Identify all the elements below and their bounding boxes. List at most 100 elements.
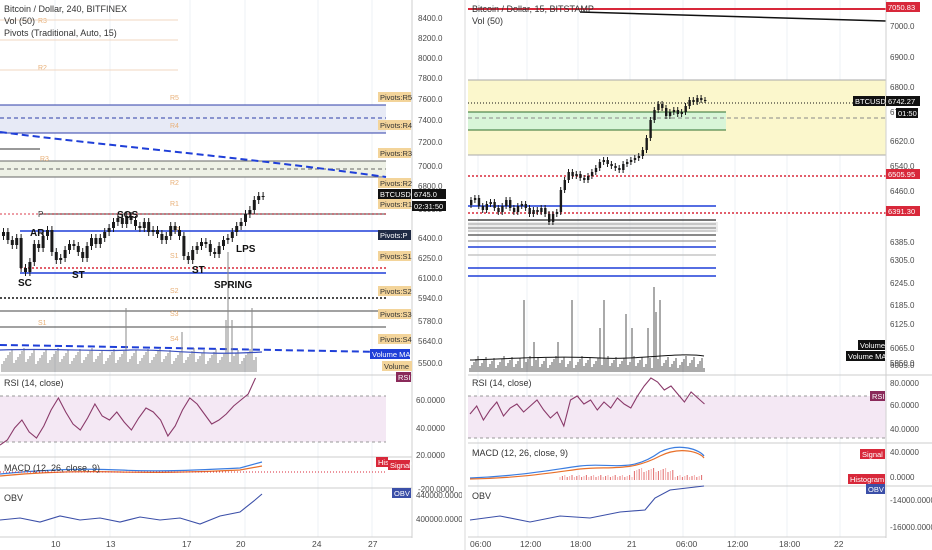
- left-time-tick-0: 10: [51, 539, 61, 549]
- left-candle-body: [19, 238, 23, 268]
- right-candle-body: [540, 208, 543, 212]
- left-rsi-tick-2: 20.0000: [416, 451, 445, 460]
- right-resistance-tag-bg: [886, 2, 920, 12]
- left-candle-body: [59, 258, 63, 260]
- right-candle-body: [481, 206, 485, 210]
- right-candle-body: [684, 106, 687, 112]
- right-candle-body: [700, 98, 703, 100]
- left-macd-main: [0, 461, 263, 475]
- right-volume-tag-bg: [858, 340, 885, 350]
- left-pivot-tag-5: Pivots:P: [380, 231, 408, 240]
- left-macd-label[interactable]: MACD (12, 26, close, 9): [4, 463, 100, 473]
- left-candle-body: [24, 268, 27, 272]
- left-candle-body: [239, 222, 243, 226]
- right-rsi-label[interactable]: RSI (14, close): [472, 378, 532, 388]
- left-faint-level-8: S1: [170, 253, 179, 260]
- left-macd-tick-0: -200.0000: [418, 485, 455, 494]
- left-countdown-tag: 02:31:50: [414, 202, 443, 211]
- left-candle-body: [200, 242, 203, 246]
- left-candle-body: [248, 210, 252, 214]
- left-faint-level-4: R3: [40, 156, 49, 163]
- right-candle-body: [622, 164, 625, 170]
- right-downtrend-line: [579, 11, 887, 22]
- right-volume-ma-tag-bg: [846, 351, 885, 361]
- left-candle-body: [226, 238, 230, 240]
- left-candle-body: [217, 246, 221, 254]
- right-macd-tick-0: 40.0000: [890, 448, 919, 457]
- right-chart-pane[interactable]: Bitcoin / Dollar, 15, BITSTAMP Vol (50) …: [468, 0, 932, 549]
- right-rsi-tag-bg: [870, 391, 885, 401]
- right-obv-label[interactable]: OBV: [472, 491, 491, 501]
- left-candle-body: [252, 200, 256, 210]
- left-price-tick-6: 7200.0: [418, 138, 443, 147]
- left-price-tick-13: 5940.0: [418, 294, 443, 303]
- left-candles: [2, 192, 265, 276]
- left-last-price-tag: 6745.0: [414, 190, 437, 199]
- left-candle-body: [204, 242, 208, 244]
- right-obv-tick-1: -16000.0000: [890, 523, 932, 532]
- right-macd-tick-1: 0.0000: [890, 473, 915, 482]
- left-pivot-tags: Pivots:R5 Pivots:R4 Pivots:R3 Pivots:R2 Pivo…: [370, 92, 463, 524]
- left-candle-body: [151, 230, 155, 232]
- left-price-tick-1: 8200.0: [418, 34, 443, 43]
- left-pivots-indicator-label[interactable]: Pivots (Traditional, Auto, 15): [4, 28, 117, 38]
- left-price-tick-8: 6800.0: [418, 182, 443, 191]
- right-candle-body: [505, 200, 508, 206]
- right-volume-ma-line: [469, 354, 705, 361]
- left-candle-body: [191, 250, 195, 260]
- right-candle-body: [602, 160, 605, 162]
- left-vol-indicator-label[interactable]: Vol (50): [4, 16, 35, 26]
- left-pivot-tag-9: Pivots:S4: [380, 335, 412, 344]
- left-lower-trend-line: [0, 344, 387, 353]
- left-symbol-tag-bg: [378, 189, 411, 199]
- left-time-tick-1: 13: [106, 539, 116, 549]
- left-candle-body: [182, 236, 186, 256]
- left-rsi-path: [0, 377, 257, 446]
- left-range-p-marker: P: [38, 210, 43, 219]
- right-price-tick-7: 6385.0: [890, 238, 915, 247]
- left-pivot-tag-0: Pivots:R5: [380, 93, 412, 102]
- left-price-tick-0: 8400.0: [418, 14, 443, 23]
- right-countdown-tag-bg: [896, 108, 918, 118]
- left-pivot-tag-1: Pivots:R4: [380, 121, 412, 130]
- left-obv-label[interactable]: OBV: [4, 493, 23, 503]
- left-price-tick-14: 5780.0: [418, 317, 443, 326]
- right-candle-body: [672, 110, 676, 112]
- left-signal-tag: Signal: [390, 461, 411, 470]
- left-obv-tick-1: 400000.0000: [416, 515, 463, 524]
- left-candle-body: [134, 220, 137, 226]
- left-rsi-label[interactable]: RSI (14, close): [4, 378, 64, 388]
- left-pivot-zone-r5-r4: [0, 105, 386, 133]
- right-signal-tag-bg: [860, 449, 885, 459]
- right-candle-body: [653, 110, 656, 120]
- left-candle-body: [90, 238, 93, 246]
- right-candle-body: [668, 112, 672, 116]
- left-candle-body: [235, 226, 239, 232]
- right-candles: [470, 95, 707, 225]
- left-price-axis[interactable]: [412, 0, 462, 538]
- right-stacked-zone: [468, 222, 718, 232]
- left-faint-level-12: S4: [170, 336, 179, 343]
- right-histogram-tag-bg: [848, 474, 885, 484]
- left-rsi-tag: RSI: [398, 373, 411, 382]
- left-wyckoff-label-0: SC: [18, 278, 32, 289]
- left-faint-level-9: S2: [170, 288, 179, 295]
- right-price-tick-labels: 7000.06900.06800.06720.06620.06540.06460…: [890, 22, 915, 370]
- right-level-6391-tag-bg: [886, 206, 920, 216]
- left-chart-pane[interactable]: R3 R2 R5 R4 R3 R2 R1 P S1 S2 S3 S1 S4 SC AR ST SOS ST LPS…: [0, 0, 463, 550]
- right-candle-body: [665, 108, 668, 116]
- left-histogram-tag-bg: [376, 457, 388, 467]
- right-candle-body: [485, 204, 488, 210]
- left-rsi-tag-bg: [396, 372, 411, 382]
- right-candle-body: [626, 162, 629, 164]
- left-time-tick-5: 27: [368, 539, 378, 549]
- left-candle-body: [230, 232, 234, 238]
- left-price-tick-2: 8000.0: [418, 54, 443, 63]
- left-candle-body: [50, 230, 54, 252]
- left-candle-body: [6, 232, 10, 240]
- right-vol-indicator-label[interactable]: Vol (50): [472, 16, 503, 26]
- left-pivot-tag-2-bg: [378, 148, 411, 158]
- left-candle-body: [41, 236, 45, 248]
- right-macd-label[interactable]: MACD (12, 26, close, 9): [472, 448, 568, 458]
